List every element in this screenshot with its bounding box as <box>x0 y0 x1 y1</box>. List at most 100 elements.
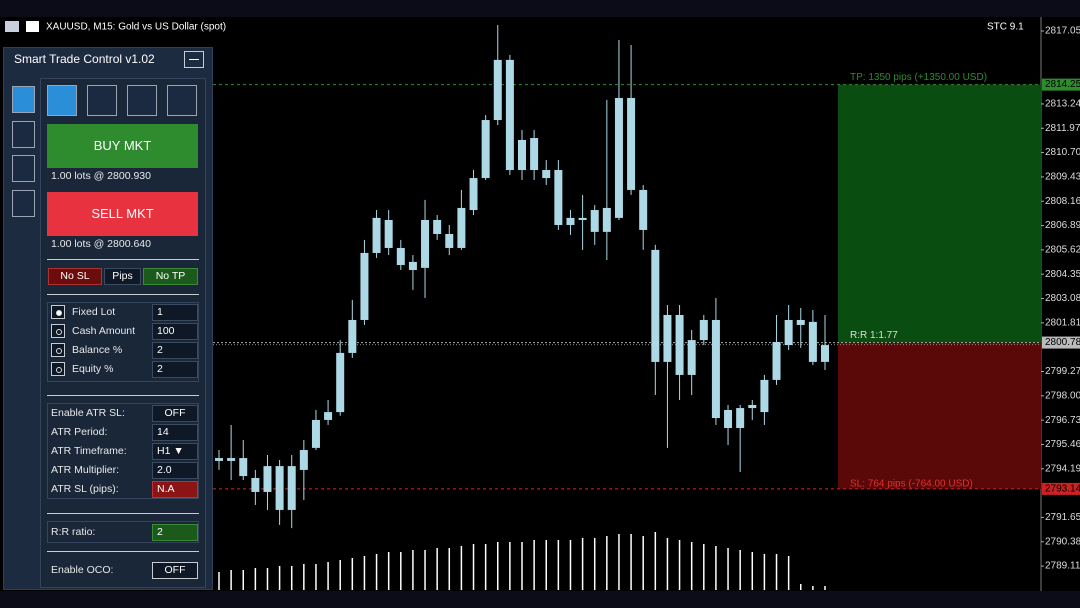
candle-body <box>408 261 417 270</box>
y-tick-label: 2794.19 <box>1045 463 1080 474</box>
atr-input[interactable]: H1 ▼ <box>152 443 198 460</box>
candle-body <box>651 249 660 362</box>
y-tick-label: 2808.16 <box>1045 196 1080 207</box>
pips-toggle[interactable]: Pips <box>104 268 141 285</box>
symbol-title: XAUUSD, M15: Gold vs US Dollar (spot) <box>46 22 226 33</box>
price-marker <box>1042 336 1080 349</box>
separator <box>47 259 199 260</box>
lot-group <box>47 302 199 382</box>
atr-input[interactable]: 14 <box>152 424 198 441</box>
atr-input[interactable]: 2.0 <box>152 462 198 479</box>
separator <box>47 395 199 396</box>
candle-body <box>445 233 454 248</box>
radio-button[interactable] <box>51 343 65 357</box>
candle-body <box>687 340 696 375</box>
y-tick-label: 2798.00 <box>1045 390 1080 401</box>
nav-home[interactable] <box>12 86 35 113</box>
price-marker <box>1042 78 1080 91</box>
candle-body <box>808 321 817 362</box>
atr-input[interactable]: OFF <box>152 405 198 422</box>
y-tick-label: 2813.24 <box>1045 99 1080 110</box>
candle-body <box>772 341 781 380</box>
candle-body <box>639 189 648 230</box>
lot-label: Fixed Lot <box>72 306 116 318</box>
candle-body <box>590 210 599 232</box>
price-marker-label: 2793.14 <box>1045 484 1080 495</box>
y-tick-label: 2811.97 <box>1045 123 1080 134</box>
y-tick-label: 2817.05 <box>1045 26 1080 37</box>
candle-body <box>748 405 757 409</box>
candle-body <box>699 319 708 341</box>
candle-body <box>360 252 369 320</box>
sl-toggle[interactable]: No SL <box>48 268 102 285</box>
price-axis <box>1041 17 1080 591</box>
tp-zone <box>838 84 1041 343</box>
lot-input[interactable]: 2 <box>152 342 198 359</box>
candle-body <box>784 319 793 346</box>
atr-label: ATR Multiplier: <box>51 464 120 476</box>
candle-body <box>711 319 720 419</box>
minimize-button[interactable] <box>184 51 204 68</box>
lot-input[interactable]: 1 <box>152 304 198 321</box>
atr-input[interactable]: N.A <box>152 481 198 498</box>
candle-body <box>275 466 284 510</box>
tool-lock[interactable] <box>127 85 157 116</box>
radio-button[interactable] <box>51 305 65 319</box>
y-tick-label: 2810.70 <box>1045 147 1080 158</box>
y-tick-label: 2790.38 <box>1045 536 1080 547</box>
tool-chart[interactable] <box>167 85 197 116</box>
candle-body <box>336 352 345 413</box>
candle-body <box>457 207 466 248</box>
tp-toggle[interactable]: No TP <box>143 268 198 285</box>
nav-stats[interactable] <box>12 155 35 182</box>
rr-input[interactable]: 2 <box>152 524 198 541</box>
chart-icon[interactable] <box>26 21 39 32</box>
rr-label: R:R 1:1.77 <box>850 330 898 341</box>
tool-clear[interactable] <box>47 85 77 116</box>
sell-button[interactable]: SELL MKT <box>47 192 198 236</box>
candle-body <box>505 59 514 171</box>
candle-body <box>215 458 223 461</box>
oco-toggle[interactable]: OFF <box>152 562 198 579</box>
candle-body <box>493 59 502 121</box>
candle-body <box>287 466 296 510</box>
lot-input[interactable]: 100 <box>152 323 198 340</box>
candle-body <box>324 412 333 420</box>
oco-label: Enable OCO: <box>51 564 114 576</box>
candle-body <box>796 319 805 325</box>
candle-body <box>663 314 672 362</box>
nav-ideas[interactable] <box>12 190 35 217</box>
candle-body <box>675 314 684 375</box>
buy-button[interactable]: BUY MKT <box>47 124 198 168</box>
panel-title: Smart Trade Control v1.02 <box>14 52 155 66</box>
y-tick-label: 2795.46 <box>1045 439 1080 450</box>
y-tick-label: 2789.11 <box>1045 561 1080 572</box>
indicator-name: STC 9.1 <box>987 22 1024 33</box>
candle-body <box>263 466 272 492</box>
sl-label: SL: 764 pips (-764.00 USD) <box>850 479 973 490</box>
candle-body <box>724 409 733 428</box>
radio-button[interactable] <box>51 324 65 338</box>
candle-body <box>239 458 248 477</box>
candle-body <box>421 220 430 268</box>
lot-label: Cash Amount <box>72 325 136 337</box>
candle-body <box>542 170 551 179</box>
radio-button[interactable] <box>51 362 65 376</box>
tp-label: TP: 1350 pips (+1350.00 USD) <box>850 72 987 83</box>
menu-icon[interactable] <box>5 21 19 32</box>
lot-input[interactable]: 2 <box>152 361 198 378</box>
candle-body <box>396 247 405 266</box>
y-tick-label: 2806.89 <box>1045 220 1080 231</box>
y-tick-label: 2799.27 <box>1045 366 1080 377</box>
price-marker-label: 2800.78 <box>1045 337 1080 348</box>
candle-body <box>566 217 575 225</box>
price-marker-label: 2814.25 <box>1045 79 1080 90</box>
candle-body <box>554 170 563 225</box>
nav-settings[interactable] <box>12 121 35 148</box>
candle-body <box>614 98 623 218</box>
tool-key[interactable] <box>87 85 117 116</box>
candle-body <box>518 139 526 171</box>
candle-body <box>760 379 769 413</box>
y-tick-label: 2805.62 <box>1045 245 1080 256</box>
